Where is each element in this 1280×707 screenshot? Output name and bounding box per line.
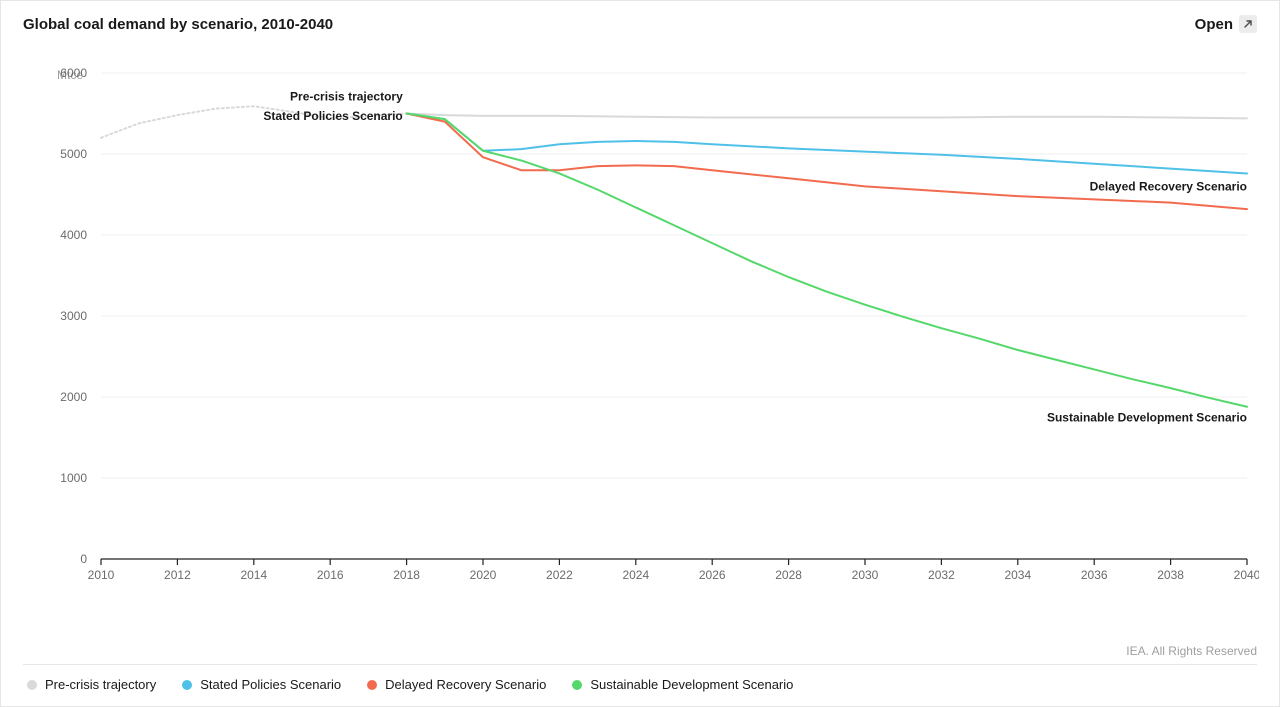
chart-card: Global coal demand by scenario, 2010-204… [0, 0, 1280, 707]
svg-text:2014: 2014 [240, 568, 267, 582]
legend-dot-icon [572, 680, 582, 690]
svg-text:3000: 3000 [60, 309, 87, 323]
legend-label: Sustainable Development Scenario [590, 677, 793, 692]
svg-text:5000: 5000 [60, 147, 87, 161]
legend-label: Delayed Recovery Scenario [385, 677, 546, 692]
svg-text:2028: 2028 [775, 568, 802, 582]
line-chart: Mtce010002000300040005000600020102012201… [23, 53, 1259, 613]
svg-text:2036: 2036 [1081, 568, 1108, 582]
svg-text:2018: 2018 [393, 568, 420, 582]
svg-text:2016: 2016 [317, 568, 344, 582]
legend-dot-icon [182, 680, 192, 690]
legend-item[interactable]: Sustainable Development Scenario [572, 677, 793, 692]
open-button-label: Open [1195, 16, 1233, 33]
legend-label: Stated Policies Scenario [200, 677, 341, 692]
svg-text:2012: 2012 [164, 568, 191, 582]
svg-text:Sustainable Development Scenar: Sustainable Development Scenario [1047, 410, 1247, 424]
svg-text:2038: 2038 [1157, 568, 1184, 582]
svg-text:2024: 2024 [622, 568, 649, 582]
svg-text:2032: 2032 [928, 568, 955, 582]
svg-text:2010: 2010 [88, 568, 115, 582]
legend-item[interactable]: Stated Policies Scenario [182, 677, 341, 692]
legend: Pre-crisis trajectory Stated Policies Sce… [23, 664, 1257, 706]
svg-text:Stated Policies Scenario: Stated Policies Scenario [263, 109, 402, 123]
svg-text:2020: 2020 [470, 568, 497, 582]
svg-text:2040: 2040 [1234, 568, 1259, 582]
svg-text:2034: 2034 [1004, 568, 1031, 582]
legend-label: Pre-crisis trajectory [45, 677, 156, 692]
svg-text:Pre-crisis trajectory: Pre-crisis trajectory [290, 90, 403, 104]
svg-text:2026: 2026 [699, 568, 726, 582]
legend-item[interactable]: Pre-crisis trajectory [27, 677, 156, 692]
expand-icon [1239, 15, 1257, 33]
legend-dot-icon [27, 680, 37, 690]
legend-dot-icon [367, 680, 377, 690]
chart-area: Mtce010002000300040005000600020102012201… [23, 53, 1257, 636]
svg-text:4000: 4000 [60, 228, 87, 242]
svg-text:2022: 2022 [546, 568, 573, 582]
credit-text: IEA. All Rights Reserved [1126, 644, 1257, 658]
svg-text:2000: 2000 [60, 390, 87, 404]
svg-text:Delayed Recovery Scenario: Delayed Recovery Scenario [1090, 179, 1247, 193]
header: Global coal demand by scenario, 2010-204… [1, 1, 1279, 43]
legend-item[interactable]: Delayed Recovery Scenario [367, 677, 546, 692]
chart-title: Global coal demand by scenario, 2010-204… [23, 16, 333, 33]
svg-text:0: 0 [80, 552, 87, 566]
open-button[interactable]: Open [1195, 15, 1257, 33]
svg-text:1000: 1000 [60, 471, 87, 485]
svg-text:2030: 2030 [852, 568, 879, 582]
svg-text:6000: 6000 [60, 66, 87, 80]
